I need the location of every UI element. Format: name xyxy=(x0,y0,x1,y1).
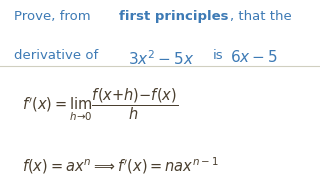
Text: , that the: , that the xyxy=(230,10,292,23)
Text: $6x - 5$: $6x - 5$ xyxy=(230,49,278,65)
Text: $3x^2 - 5x$: $3x^2 - 5x$ xyxy=(128,49,194,68)
Text: $f(x) = ax^n \Longrightarrow f'(x) = nax^{n-1}$: $f(x) = ax^n \Longrightarrow f'(x) = nax… xyxy=(22,155,219,176)
Text: Prove, from: Prove, from xyxy=(14,10,95,23)
Text: first principles: first principles xyxy=(119,10,229,23)
Text: derivative of: derivative of xyxy=(14,49,99,62)
Text: $f'(x) = \lim_{h \to 0} \dfrac{f(x + h) - f(x)}{h}$: $f'(x) = \lim_{h \to 0} \dfrac{f(x + h) … xyxy=(22,86,179,123)
Text: is: is xyxy=(213,49,223,62)
